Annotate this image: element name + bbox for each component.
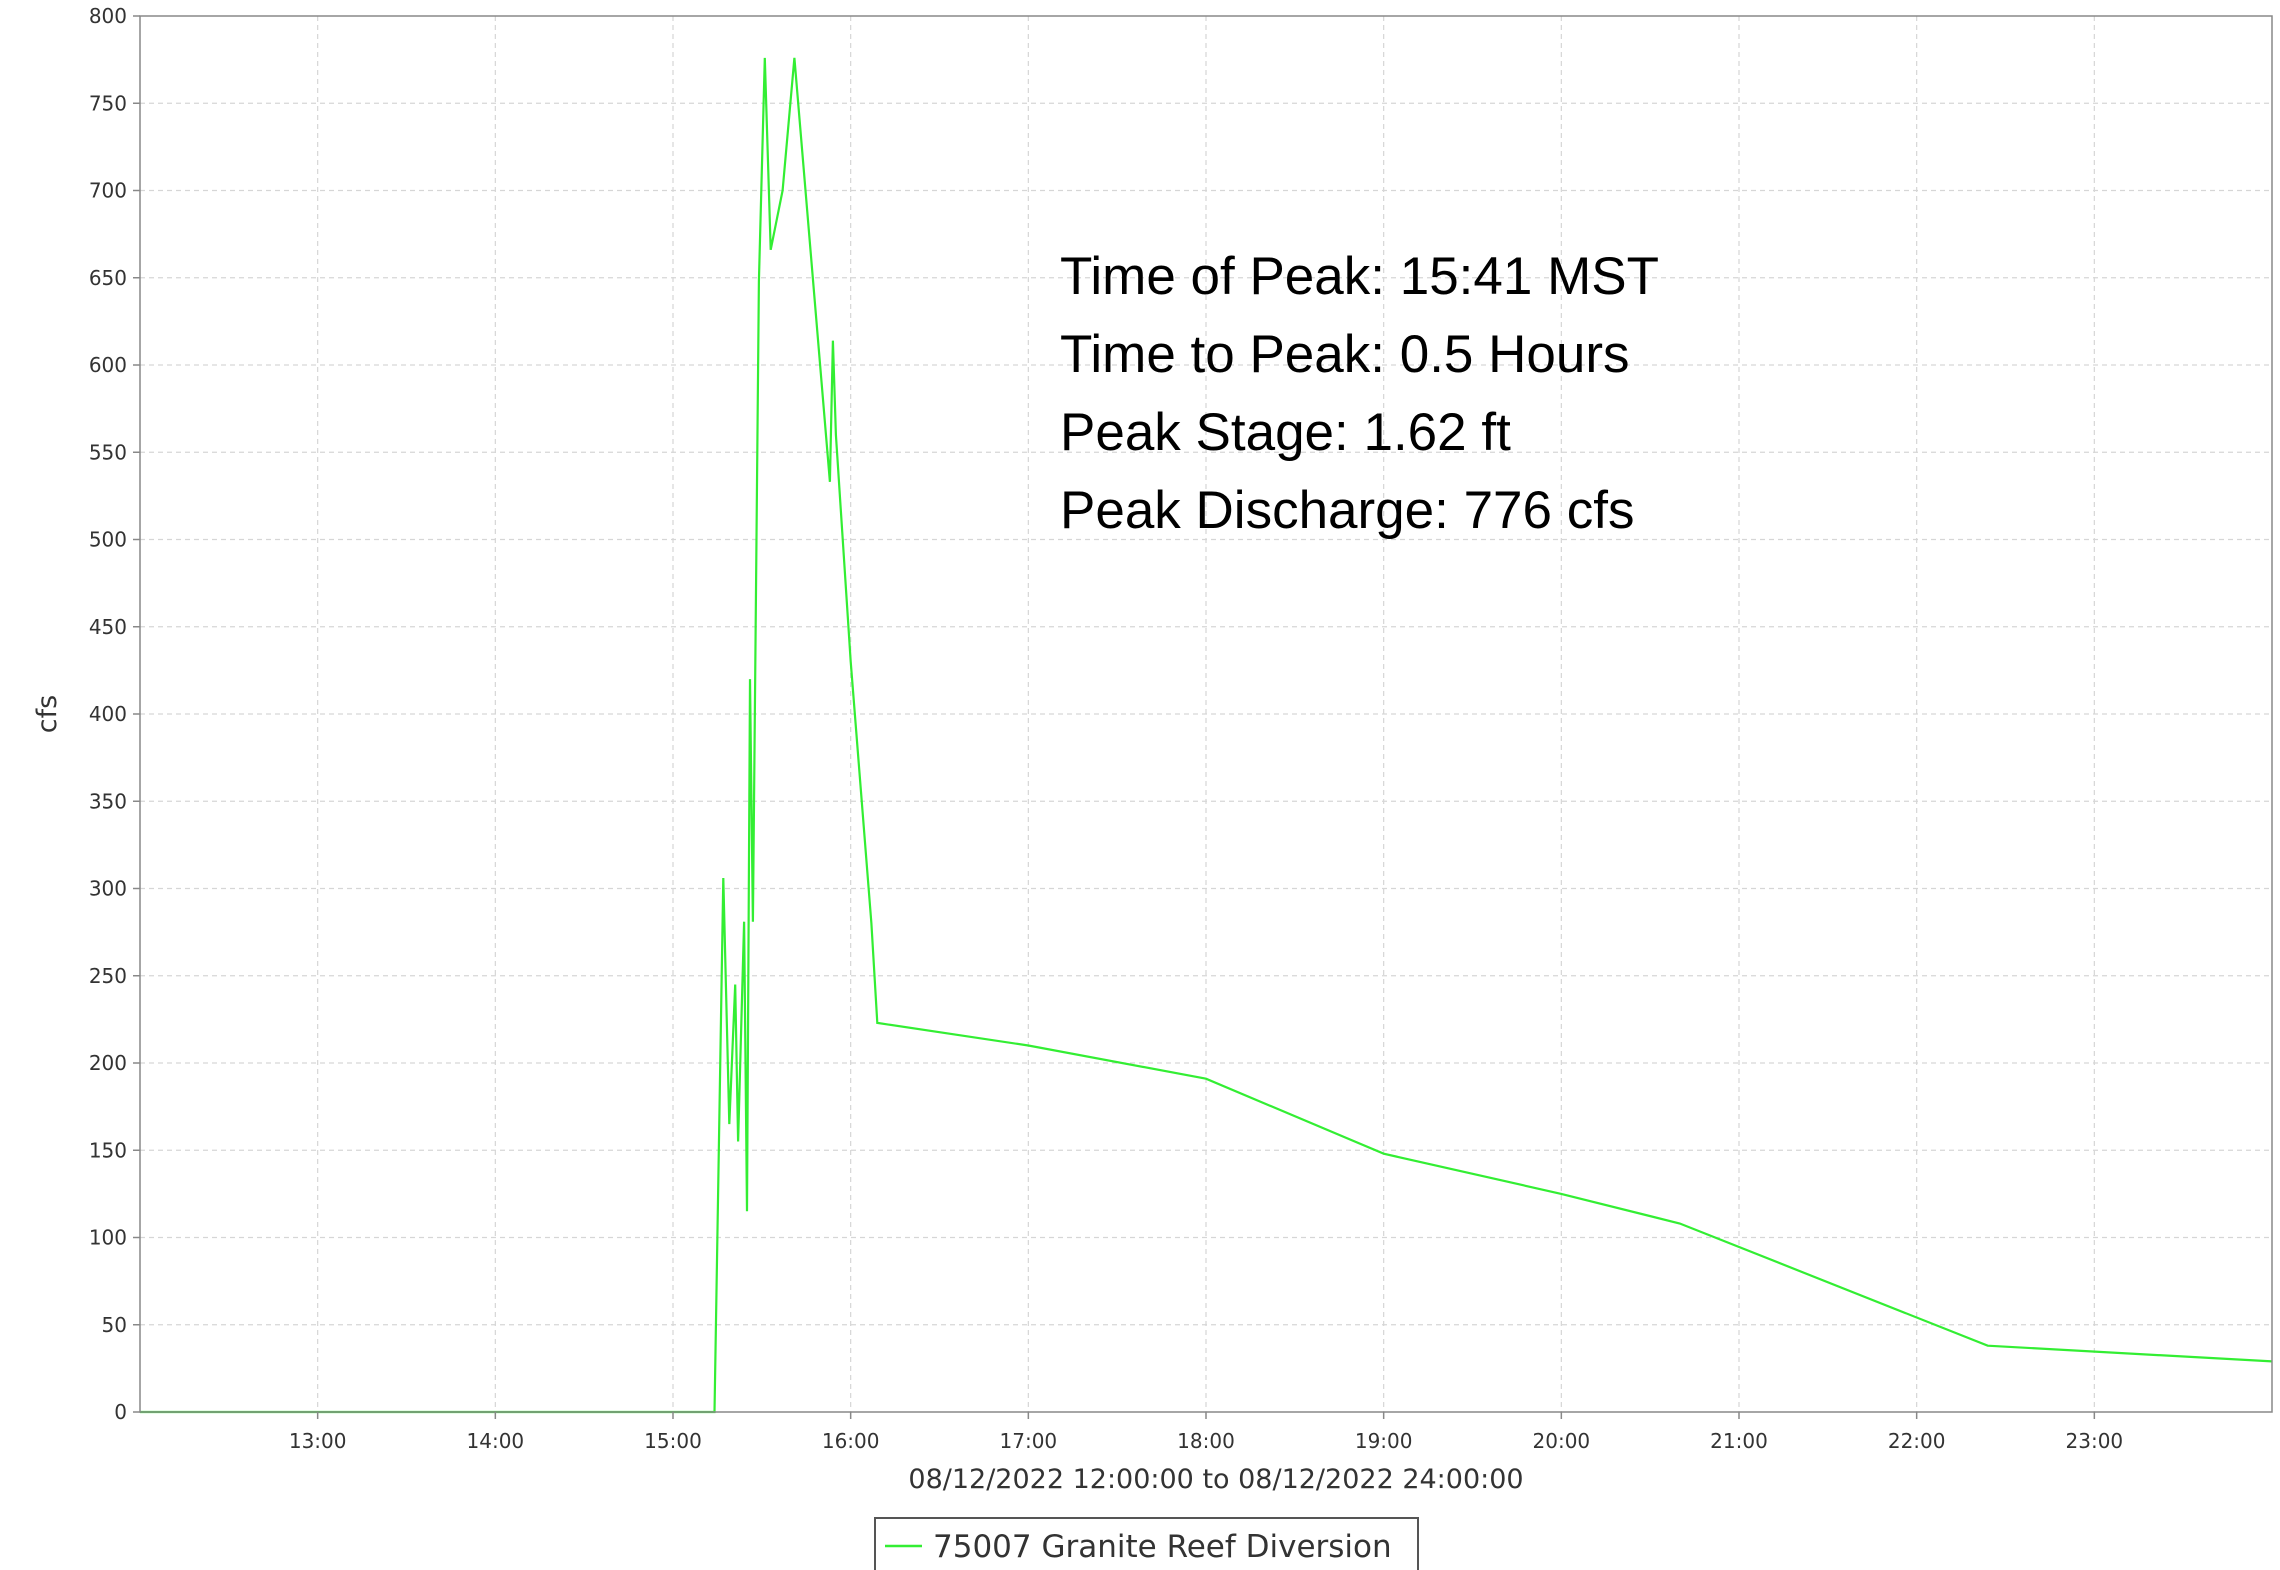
x-axis-label: 08/12/2022 12:00:00 to 08/12/2022 24:00:… [908, 1464, 1523, 1495]
y-tick-label: 700 [89, 179, 127, 203]
y-tick-label: 750 [89, 91, 127, 115]
y-tick-label: 550 [89, 440, 127, 464]
x-axis: 13:00 14:00 15:00 16:00 17:00 18:00 19:00 20:00… [289, 1412, 2123, 1453]
x-tick-label: 14:00 [467, 1429, 525, 1453]
y-tick-label: 350 [89, 789, 127, 813]
annotation-time-to-peak: Time to Peak: 0.5 Hours [1060, 325, 1630, 384]
annotation-peak-stage: Peak Stage: 1.62 ft [1060, 403, 1511, 462]
x-tick-label: 16:00 [822, 1429, 880, 1453]
y-tick-label: 400 [89, 702, 127, 726]
x-tick-label: 18:00 [1177, 1429, 1235, 1453]
y-tick-label: 0 [114, 1400, 127, 1424]
legend-label: 75007 Granite Reef Diversion [933, 1529, 1392, 1565]
x-tick-label: 15:00 [644, 1429, 702, 1453]
y-axis: 0 50 100 150 200 250 300 350 400 450 500 550 600 650 7… [89, 4, 140, 1424]
y-tick-label: 650 [89, 266, 127, 290]
grid-lines [140, 16, 2272, 1412]
y-tick-label: 200 [89, 1051, 127, 1075]
series-line-75007-granite-reef-diversion [140, 57, 2273, 1414]
x-tick-label: 22:00 [1888, 1429, 1946, 1453]
y-tick-label: 300 [89, 877, 127, 901]
annotation-time-of-peak: Time of Peak: 15:41 MST [1060, 247, 1659, 306]
y-axis-label: cfs [32, 695, 63, 733]
y-tick-label: 600 [89, 353, 127, 377]
x-tick-label: 23:00 [2066, 1429, 2124, 1453]
legend-box [874, 1517, 1419, 1570]
y-tick-label: 800 [89, 4, 127, 28]
y-tick-label: 50 [102, 1313, 127, 1337]
x-tick-label: 19:00 [1355, 1429, 1413, 1453]
annotation-peak-discharge: Peak Discharge: 776 cfs [1060, 481, 1634, 540]
x-tick-label: 20:00 [1533, 1429, 1591, 1453]
y-tick-label: 250 [89, 964, 127, 988]
y-tick-label: 500 [89, 528, 127, 552]
y-tick-label: 100 [89, 1226, 127, 1250]
legend: 75007 Granite Reef Diversion [874, 1517, 1419, 1570]
peak-annotations: Time of Peak: 15:41 MST Time to Peak: 0.… [1060, 247, 1659, 540]
x-tick-label: 21:00 [1710, 1429, 1768, 1453]
y-tick-label: 150 [89, 1138, 127, 1162]
y-tick-label: 450 [89, 615, 127, 639]
x-tick-label: 13:00 [289, 1429, 347, 1453]
x-tick-label: 17:00 [1000, 1429, 1058, 1453]
